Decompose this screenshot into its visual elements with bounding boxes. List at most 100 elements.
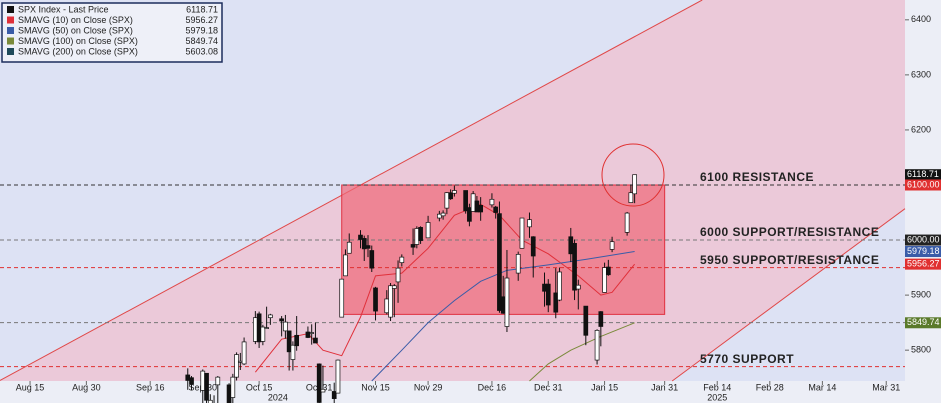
y-tick-label: 5900 xyxy=(911,289,931,299)
candle-body xyxy=(437,213,442,219)
candle-body xyxy=(410,244,416,248)
candle-body xyxy=(294,334,300,347)
candle-body xyxy=(316,363,322,403)
legend-swatch xyxy=(7,6,14,13)
candle-body xyxy=(418,227,423,241)
candle-body xyxy=(594,329,600,361)
candle-body xyxy=(185,374,191,381)
candle-body xyxy=(200,370,206,391)
candle-body xyxy=(313,337,318,344)
candle-body xyxy=(369,250,375,269)
candle-body xyxy=(230,376,236,398)
candle-body xyxy=(384,298,390,314)
year-label: 2025 xyxy=(707,392,727,402)
candle-body xyxy=(320,388,326,393)
legend-swatch xyxy=(7,27,14,34)
legend-swatch xyxy=(7,37,14,45)
candle-body xyxy=(283,321,288,332)
candle-body xyxy=(478,205,484,213)
candle-body xyxy=(399,256,405,263)
price-tag-label: 5849.74 xyxy=(907,317,940,327)
candle-body xyxy=(489,198,495,206)
price-tag-label: 6000.00 xyxy=(907,234,940,244)
candle-body xyxy=(237,360,243,363)
x-axis-strip xyxy=(0,381,941,403)
highlight-circle xyxy=(601,143,665,207)
candle-body xyxy=(444,192,450,209)
candle-body xyxy=(527,219,532,228)
candle-body xyxy=(358,234,363,240)
candle-body xyxy=(598,311,604,327)
candle-body xyxy=(530,236,536,257)
year-label: 2024 xyxy=(268,392,288,402)
candle-body xyxy=(624,212,630,233)
legend-label: SMAVG (10) on Close (SPX) xyxy=(18,15,133,25)
legend-swatch xyxy=(7,48,14,55)
legend-value: 5956.27 xyxy=(185,15,218,25)
x-tick-label: Dec 31 xyxy=(534,382,563,392)
price-tag xyxy=(905,179,941,191)
candle-body xyxy=(425,222,431,239)
candle-body xyxy=(346,241,352,254)
candle-body xyxy=(414,228,420,245)
legend: SPX Index - Last Price 6118.71 SMAVG (10) … xyxy=(1,2,223,63)
legend-value: 5849.74 xyxy=(185,36,218,46)
candle-body xyxy=(215,376,221,386)
x-tick-label: Mar 14 xyxy=(808,382,836,392)
candle-body xyxy=(309,332,315,334)
candle-body xyxy=(361,238,367,250)
candle-body xyxy=(365,245,371,249)
candle-body xyxy=(234,354,239,378)
price-tag-label: 5956.27 xyxy=(907,259,940,269)
price-tag-label: 5979.18 xyxy=(907,246,940,256)
y-tick-label: 6200 xyxy=(911,124,931,134)
candle-body xyxy=(602,267,607,293)
candle-body xyxy=(256,313,262,343)
x-tick-label: Oct 15 xyxy=(246,382,273,392)
candle-body xyxy=(609,241,615,250)
candle-body xyxy=(373,287,378,312)
candle-body xyxy=(253,317,258,342)
x-tick-label: Feb 28 xyxy=(756,382,784,392)
candle-body xyxy=(452,190,457,194)
legend-label: SPX Index - Last Price xyxy=(18,4,109,14)
price-tag xyxy=(905,246,941,258)
x-tick-label: Nov 15 xyxy=(361,382,390,392)
candle-body xyxy=(575,284,581,290)
y-tick-label: 5800 xyxy=(911,345,931,355)
level-label: 5770 SUPPORT xyxy=(700,352,794,366)
candle-body xyxy=(189,377,194,385)
candle-body xyxy=(568,236,574,255)
x-tick-label: Dec 16 xyxy=(478,382,507,392)
candle-body xyxy=(335,359,341,394)
candle-body xyxy=(572,243,577,291)
ma-line xyxy=(529,322,635,382)
price-tag-label: 6118.71 xyxy=(907,169,939,179)
candle-body xyxy=(632,174,637,195)
candle-body xyxy=(628,192,634,203)
candle-body xyxy=(305,331,311,338)
legend-label: SMAVG (100) on Close (SPX) xyxy=(18,36,138,46)
legend-box xyxy=(1,2,223,63)
candle-body xyxy=(448,192,453,200)
candle-body xyxy=(553,292,559,313)
candle-body xyxy=(545,283,551,306)
candle-body xyxy=(339,278,345,318)
candle-body xyxy=(557,271,562,301)
x-tick-label: Mar 31 xyxy=(872,382,900,392)
candle-body xyxy=(493,206,499,213)
candle-body xyxy=(500,296,506,314)
price-tag-label: 6100.00 xyxy=(907,179,940,189)
ma-line xyxy=(254,203,636,373)
candle-body xyxy=(343,254,348,277)
candle-body xyxy=(519,217,525,249)
candle-body xyxy=(470,193,476,212)
candle-body xyxy=(395,267,401,283)
x-tick-label: Jan 31 xyxy=(651,382,678,392)
legend-value: 6118.71 xyxy=(186,4,218,14)
candle-body xyxy=(467,207,472,222)
x-tick-label: Feb 14 xyxy=(703,382,731,392)
candle-body xyxy=(391,285,397,289)
